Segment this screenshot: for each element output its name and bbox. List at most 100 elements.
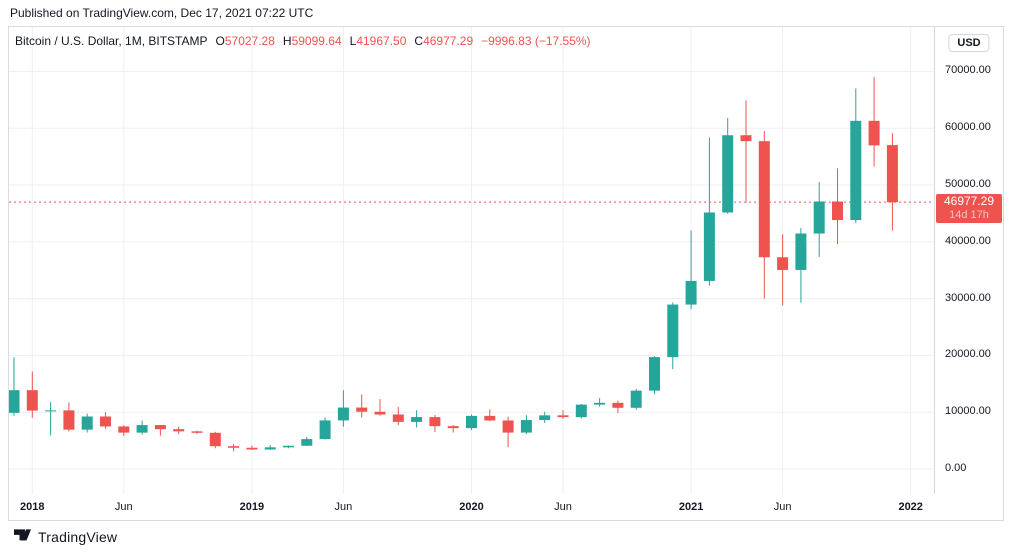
candle-body <box>173 429 185 432</box>
candle-body <box>283 445 294 448</box>
candle-body <box>575 404 587 418</box>
price-axis[interactable]: USD 70000.00 60000.00 50000.00 40000.00 3000… <box>935 27 1003 494</box>
candle-wick <box>50 402 52 436</box>
time-tick-label: Jun <box>114 501 133 513</box>
candle-body <box>612 402 624 408</box>
candle-body <box>154 425 166 430</box>
candle-body <box>301 439 313 446</box>
candle-body <box>886 145 898 203</box>
candle-body <box>118 426 130 433</box>
candle-body <box>850 120 862 221</box>
time-tick-label: Jun <box>773 501 792 513</box>
price-axis-separator <box>934 27 935 520</box>
candle-body <box>630 390 642 408</box>
candle-body <box>667 304 679 358</box>
candle-body <box>466 415 477 429</box>
candle-body <box>502 420 514 433</box>
candle-body <box>63 410 75 430</box>
price-tick-label: 20000.00 <box>945 348 991 361</box>
candle-body <box>722 135 734 213</box>
candle-body <box>703 212 715 281</box>
candle-wick <box>13 357 15 416</box>
change-value: −9996.83 (−17.55%) <box>481 34 591 48</box>
price-tick-label: 30000.00 <box>945 291 991 304</box>
chart-widget: Bitcoin / U.S. Dollar, 1M, BITSTAMP O570… <box>8 26 1004 521</box>
candle-body <box>740 135 752 142</box>
ohlc-close: C46977.29 <box>414 34 474 48</box>
time-tick-label: 2018 <box>20 501 45 513</box>
candle-wick <box>562 410 564 419</box>
currency-badge: USD <box>948 34 990 52</box>
last-price-value: 46977.29 <box>943 194 995 208</box>
candle-body <box>777 257 789 270</box>
candle-body <box>228 446 240 448</box>
candle-body <box>868 120 880 146</box>
candle-body <box>484 415 496 421</box>
candle-body <box>813 201 825 234</box>
candle-body <box>100 416 111 427</box>
price-tick-label: 60000.00 <box>945 121 991 134</box>
tradingview-logo-icon <box>14 529 31 541</box>
time-tick-label: 2022 <box>898 501 923 513</box>
candle-body <box>594 402 606 405</box>
time-axis[interactable]: 2018 Jun 2019 Jun 2020 Jun 2021 Jun 2022 <box>9 494 1003 520</box>
candle-body <box>264 447 276 450</box>
tradingview-brand[interactable]: TradingView <box>14 529 117 545</box>
candlestick-chart <box>9 27 934 494</box>
candle-body <box>136 425 148 433</box>
time-tick-label: 2021 <box>678 501 704 513</box>
candle-wick <box>361 394 363 418</box>
ohlc-high: H59099.64 <box>282 34 342 48</box>
price-tick-label: 70000.00 <box>945 64 991 77</box>
candle-body <box>81 416 93 430</box>
time-tick-label: 2020 <box>459 501 484 513</box>
candle-body <box>209 432 221 447</box>
candle-body <box>9 390 20 413</box>
candle-body <box>374 411 386 415</box>
candle-wick <box>599 398 601 407</box>
candle-body <box>795 233 807 270</box>
candle-wick <box>452 425 454 433</box>
price-tick-label: 40000.00 <box>945 234 991 247</box>
candle-body <box>832 201 843 221</box>
time-tick-label: 2019 <box>239 501 265 513</box>
candle-wick <box>745 100 747 203</box>
chart-pane[interactable]: Bitcoin / U.S. Dollar, 1M, BITSTAMP O570… <box>9 27 934 494</box>
candle-body <box>649 357 660 391</box>
candle-body <box>45 410 57 412</box>
last-price-label: 46977.29 14d 17h <box>936 194 1002 223</box>
candle-body <box>520 420 532 433</box>
ohlc-low: L41967.50 <box>349 34 407 48</box>
candle-body <box>411 417 423 422</box>
published-line: Published on TradingView.com, Dec 17, 20… <box>10 6 314 20</box>
chart-legend: Bitcoin / U.S. Dollar, 1M, BITSTAMP O570… <box>15 34 591 48</box>
candle-body <box>685 280 697 305</box>
candle-body <box>191 431 203 433</box>
ohlc-open: O57027.28 <box>215 34 275 48</box>
candle-wick <box>379 399 381 416</box>
bar-countdown: 14d 17h <box>949 209 989 221</box>
candle-body <box>758 141 770 258</box>
candle-body <box>337 407 349 421</box>
symbol-title: Bitcoin / U.S. Dollar, 1M, BITSTAMP <box>15 34 208 48</box>
tradingview-brand-label: TradingView <box>38 529 118 545</box>
candle-body <box>539 415 551 421</box>
time-tick-label: Jun <box>554 501 572 513</box>
candle-wick <box>489 409 491 422</box>
candle-body <box>246 447 258 450</box>
candle-wick <box>708 137 710 286</box>
price-tick-label: 0.00 <box>945 462 967 474</box>
time-tick-label: Jun <box>334 501 353 513</box>
candle-wick <box>159 424 161 436</box>
candle-body <box>557 415 569 418</box>
candle-wick <box>690 230 692 310</box>
candle-body <box>429 417 441 427</box>
candle-body <box>447 426 459 429</box>
candle-body <box>319 420 331 440</box>
price-tick-label: 50000.00 <box>945 178 991 190</box>
price-tick-label: 10000.00 <box>945 405 991 418</box>
candle-body <box>392 414 404 422</box>
candle-body <box>356 407 368 412</box>
candle-body <box>26 390 38 411</box>
